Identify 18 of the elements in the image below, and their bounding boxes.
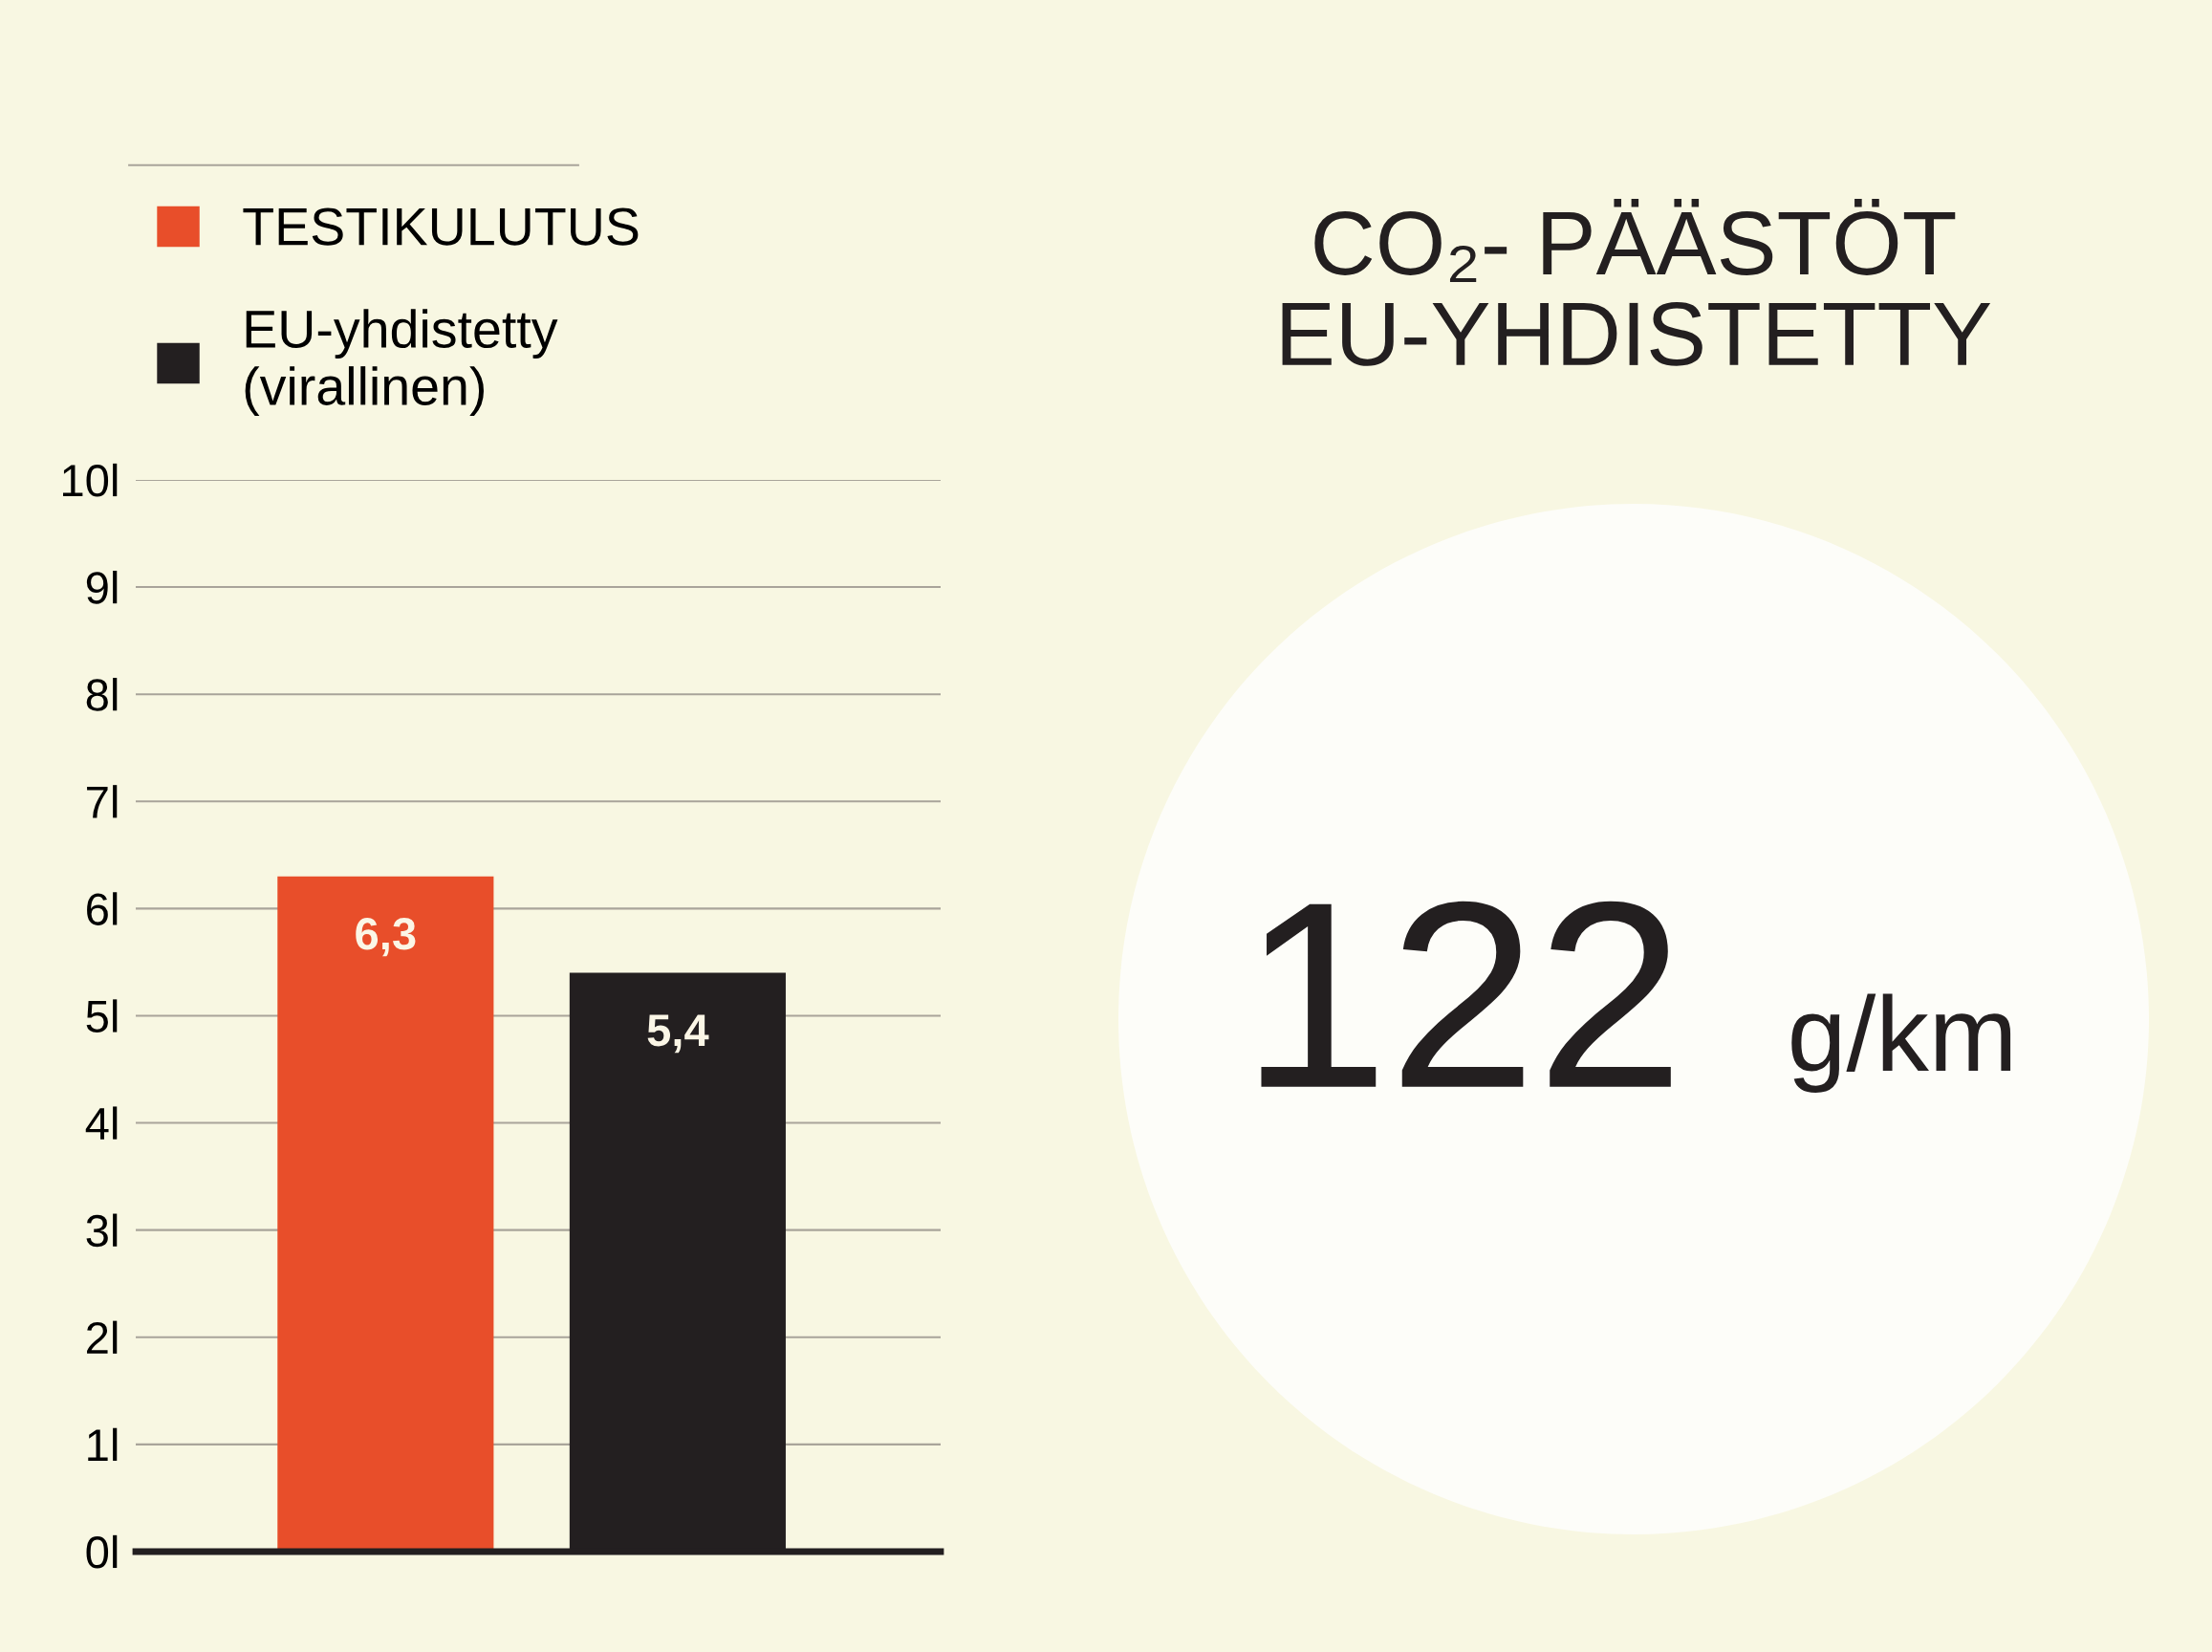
y-tick-label: 1l — [88, 1427, 118, 1461]
y-tick-label: 5l — [86, 999, 118, 1033]
text: CO₂- PÄÄSTÖT EU-YHDISTETTY — [1282, 198, 1991, 366]
y-tick-label: 10l — [63, 463, 118, 497]
data-label: 6,3 — [356, 918, 416, 957]
text: g/km — [1791, 993, 2011, 1094]
y-tick-label: 4l — [85, 1106, 118, 1140]
y-tick-label: 3l — [86, 1213, 118, 1248]
y-tick-label: 7l — [87, 785, 118, 818]
y-tick-label: 6l — [87, 892, 118, 925]
y-tick-label: 2l — [87, 1320, 118, 1354]
legend-label: TESTIKULUTUS — [243, 207, 639, 246]
y-tick-label: 9l — [86, 570, 118, 604]
y-tick-label: 8l — [86, 678, 118, 711]
text: 122 — [1261, 901, 1671, 1087]
y-tick-label: 0l — [86, 1534, 118, 1569]
data-label: 5,4 — [647, 1014, 709, 1054]
legend-label: EU-yhdistetty (virallinen) — [245, 309, 558, 416]
